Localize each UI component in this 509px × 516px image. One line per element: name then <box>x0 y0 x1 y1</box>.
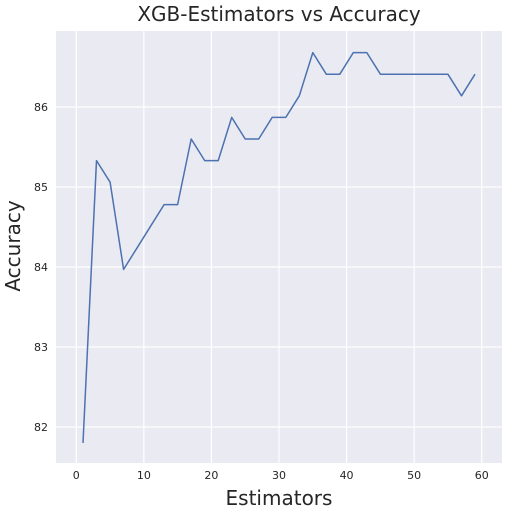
y-tick-label: 84 <box>34 261 48 274</box>
y-tick-label: 83 <box>34 341 48 354</box>
x-tick-label: 20 <box>204 469 218 482</box>
y-tick-labels: 82 83 84 85 86 <box>34 101 48 434</box>
accuracy-series-line <box>82 51 476 444</box>
x-tick-label: 50 <box>407 469 421 482</box>
x-tick-label: 0 <box>73 469 80 482</box>
y-tick-label: 82 <box>34 421 48 434</box>
x-tick-label: 40 <box>340 469 354 482</box>
y-axis-label: Accuracy <box>1 200 25 291</box>
vertical-gridlines <box>75 31 483 463</box>
horizontal-gridlines <box>56 106 502 428</box>
x-tick-label: 10 <box>137 469 151 482</box>
x-tick-label: 30 <box>272 469 286 482</box>
x-tick-labels: 0 10 20 30 40 50 60 <box>73 469 489 482</box>
y-tick-label: 86 <box>34 101 48 114</box>
x-axis-label: Estimators <box>226 486 333 510</box>
x-tick-label: 60 <box>475 469 489 482</box>
chart-title: XGB-Estimators vs Accuracy <box>137 2 420 26</box>
y-tick-label: 85 <box>34 181 48 194</box>
